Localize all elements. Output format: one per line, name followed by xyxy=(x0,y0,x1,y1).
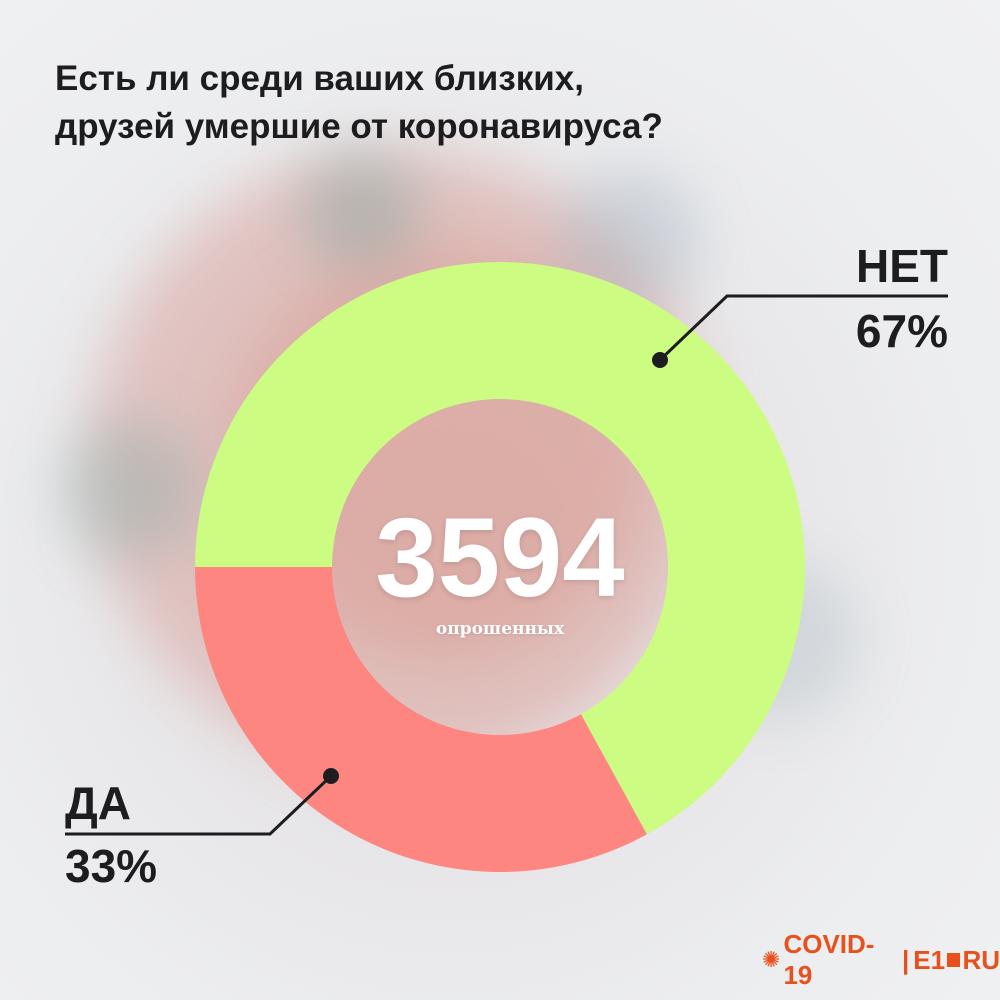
title-line-1: Есть ли среди ваших близких, xyxy=(55,59,584,98)
logo-e1-text: E1 xyxy=(913,944,946,975)
legend-value-da: 33% xyxy=(65,840,158,892)
donut-slice-da xyxy=(195,567,647,872)
virus-icon: ✺ xyxy=(762,947,781,972)
leader-line-net xyxy=(658,294,948,362)
title-line-2: друзей умершие от коронавируса? xyxy=(55,107,663,146)
logo-covid-text: COVID-19 xyxy=(783,929,875,990)
chart-title: Есть ли среди ваших близких, друзей умер… xyxy=(55,55,815,151)
leader-dot-net xyxy=(652,352,668,368)
logo-square-icon xyxy=(947,953,961,967)
respondents-caption: опрошенных xyxy=(435,619,565,639)
covid-e1-logo: ✺ COVID-19 | E1 RU xyxy=(762,929,1000,990)
donut-slice-net xyxy=(195,262,805,835)
logo-ru-text: RU xyxy=(962,944,1000,975)
legend-value-net: 67% xyxy=(855,305,948,357)
logo-separator: | xyxy=(901,944,910,975)
legend-label-da: ДА xyxy=(65,777,131,829)
respondents-count: 3594 xyxy=(375,495,625,620)
leader-line-da xyxy=(65,774,333,836)
leader-dot-da xyxy=(323,768,339,784)
legend-label-net: НЕТ xyxy=(856,240,948,292)
